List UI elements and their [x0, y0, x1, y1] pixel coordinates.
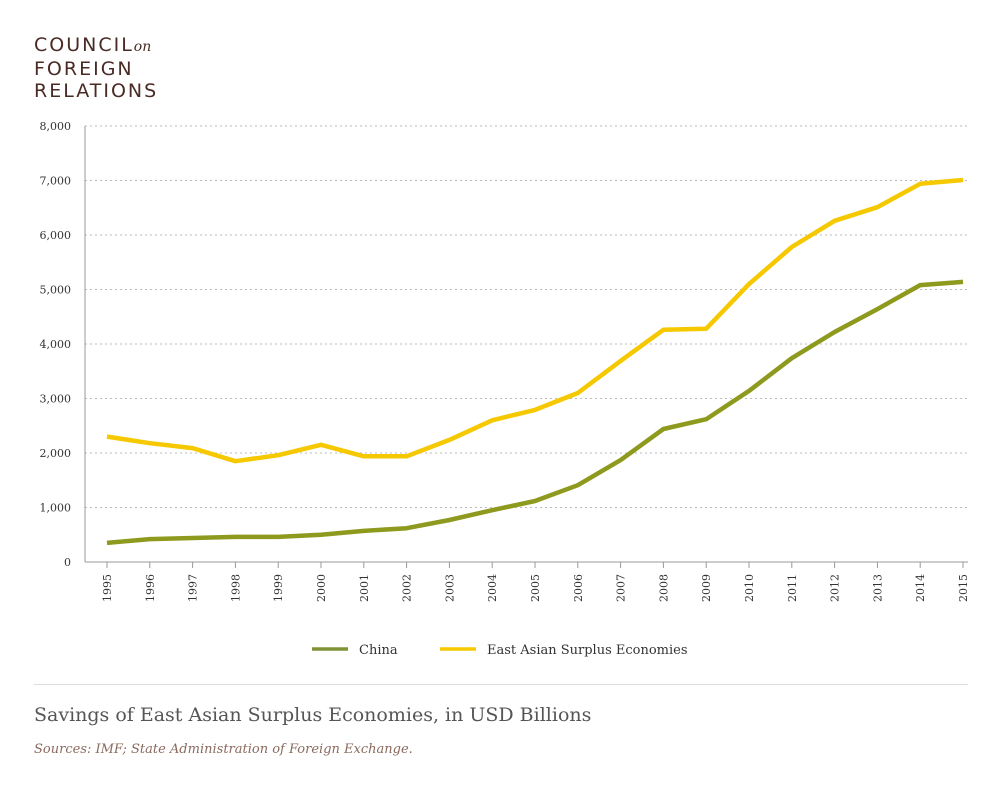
y-tick-label: 6,000 [40, 229, 72, 242]
y-tick-label: 8,000 [40, 120, 72, 133]
chart-title: Savings of East Asian Surplus Economies,… [34, 704, 592, 726]
x-tick-label: 1997 [187, 574, 200, 602]
x-tick-label: 1995 [101, 574, 114, 602]
x-tick-label: 2001 [358, 574, 371, 602]
x-tick-label: 1999 [272, 574, 285, 602]
chart-source: Sources: IMF; State Administration of Fo… [34, 742, 413, 757]
logo-line-1: COUNCIL [34, 34, 134, 56]
x-tick-label: 2015 [957, 574, 970, 602]
y-tick-label: 0 [64, 556, 71, 569]
x-tick-label: 2000 [315, 574, 328, 602]
x-tick-label: 2007 [615, 574, 628, 602]
x-tick-label: 2012 [829, 574, 842, 602]
x-tick-label: 2002 [401, 574, 414, 602]
x-tick-label: 2010 [743, 574, 756, 602]
logo-on: on [133, 39, 152, 55]
x-tick-label: 1996 [144, 574, 157, 602]
x-tick-label: 2003 [443, 574, 456, 602]
legend-label: China [359, 643, 398, 658]
x-tick-label: 2005 [529, 574, 542, 602]
y-tick-label: 4,000 [40, 338, 72, 351]
logo-line-2: FOREIGN [34, 58, 134, 80]
series-line-china [106, 279, 964, 546]
y-tick-label: 1,000 [40, 502, 72, 515]
divider [34, 684, 968, 685]
x-tick-label: 2004 [486, 574, 499, 602]
y-tick-label: 5,000 [40, 284, 72, 297]
line-chart: 0 1,000 2,000 3,000 4,000 5,000 6,000 7,000 8,00… [40, 120, 971, 658]
y-tick-label: 7,000 [40, 175, 72, 188]
x-tick-label: 2009 [700, 574, 713, 602]
y-tick-label: 2,000 [40, 447, 72, 460]
x-tick-label: 2014 [914, 574, 927, 602]
x-tick-label: 1998 [229, 574, 242, 602]
x-tick-label: 2013 [871, 574, 884, 602]
x-tick-label: 2006 [572, 574, 585, 602]
series-line-east-asian-surplus [106, 177, 964, 464]
logo-line-3: RELATIONS [34, 80, 159, 102]
x-tick-label: 2008 [657, 574, 670, 602]
cfr-logo: COUNCILon FOREIGN RELATIONS [34, 34, 158, 102]
y-tick-label: 3,000 [40, 393, 72, 406]
x-tick-label: 2011 [786, 574, 799, 602]
legend-label: East Asian Surplus Economies [487, 643, 688, 658]
